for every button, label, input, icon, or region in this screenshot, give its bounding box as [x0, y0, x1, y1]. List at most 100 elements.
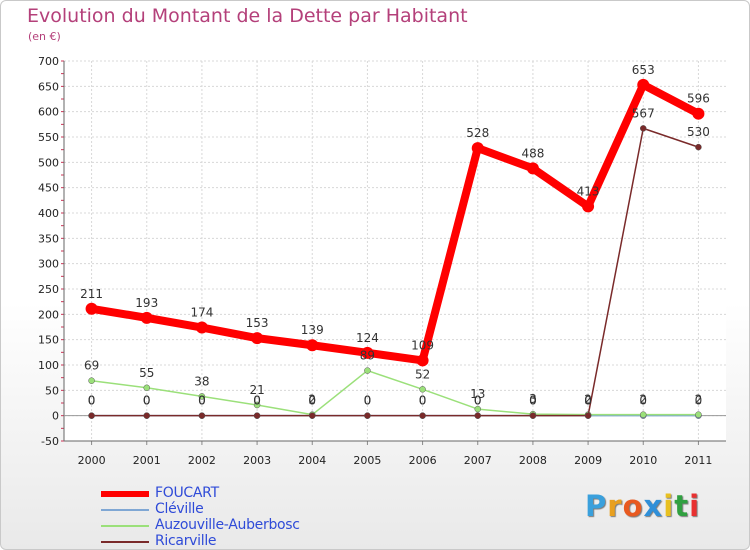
- legend-label: Cléville: [155, 501, 204, 517]
- data-label: 153: [246, 316, 269, 330]
- data-point: [474, 405, 481, 413]
- y-tick-label: -50: [41, 435, 59, 448]
- data-label: 0: [198, 394, 206, 408]
- legend-label: Ricarville: [155, 533, 217, 549]
- data-label: 530: [687, 125, 710, 139]
- data-point: [195, 321, 208, 334]
- data-point: [198, 393, 206, 400]
- data-label: 0: [364, 394, 372, 408]
- data-label: 0: [253, 394, 261, 408]
- x-tick-label: 2007: [464, 454, 492, 467]
- logo-letter: r: [607, 489, 623, 523]
- logo-letter: o: [622, 489, 644, 523]
- data-point: [361, 346, 374, 359]
- data-label: 488: [521, 146, 544, 160]
- data-label: 124: [356, 331, 379, 345]
- data-label: 69: [84, 359, 99, 373]
- data-label: 3: [529, 392, 537, 406]
- data-point: [143, 412, 150, 419]
- chart-title: Evolution du Montant de la Dette par Hab…: [27, 5, 468, 27]
- data-point: [88, 412, 95, 419]
- data-label: 211: [80, 287, 103, 301]
- data-point: [582, 200, 595, 213]
- data-point: [695, 411, 702, 418]
- data-label: 0: [695, 394, 703, 408]
- data-label: 21: [249, 383, 264, 397]
- data-label: 0: [529, 394, 537, 408]
- data-point: [471, 142, 484, 155]
- logo-letter: x: [643, 489, 664, 523]
- y-tick-label: 300: [38, 258, 59, 271]
- data-point: [364, 367, 371, 374]
- data-point: [416, 354, 429, 367]
- data-label: 413: [577, 184, 600, 198]
- plot-background: [64, 61, 726, 441]
- x-tick-label: 2009: [574, 454, 602, 467]
- data-point: [529, 412, 537, 419]
- logo-letter: P: [585, 489, 608, 523]
- logo-letter: i: [689, 489, 701, 523]
- data-label: 2: [308, 393, 316, 407]
- series-line: [90, 127, 700, 417]
- data-point: [253, 401, 261, 409]
- data-label: 0: [474, 394, 482, 408]
- data-label: 0: [584, 394, 592, 408]
- y-tick-label: 550: [38, 131, 59, 144]
- data-label: 0: [88, 394, 96, 408]
- data-point: [143, 384, 150, 392]
- data-point: [640, 125, 647, 132]
- legend-label: FOUCART: [155, 485, 219, 501]
- data-label: 13: [470, 387, 485, 401]
- data-label: 0: [474, 394, 482, 408]
- y-tick-label: 700: [38, 55, 59, 68]
- legend-swatch-cleville: [101, 509, 149, 511]
- y-tick-label: 600: [38, 106, 59, 119]
- data-label: 139: [301, 323, 324, 337]
- data-point: [637, 78, 650, 91]
- data-label: 109: [411, 338, 434, 352]
- data-point: [695, 143, 702, 151]
- data-point: [692, 107, 705, 120]
- data-label: 567: [632, 106, 655, 120]
- data-label: 2: [639, 393, 647, 407]
- data-point: [584, 412, 592, 419]
- y-tick-label: 400: [38, 207, 59, 220]
- data-label: 528: [466, 126, 489, 140]
- x-tick-label: 2005: [353, 454, 381, 467]
- y-tick-label: 250: [38, 283, 59, 296]
- data-label: 89: [360, 349, 375, 363]
- data-label: 193: [135, 296, 158, 310]
- data-label: 0: [364, 394, 372, 408]
- data-point: [306, 339, 319, 352]
- x-tick-label: 2008: [519, 454, 547, 467]
- data-point: [419, 386, 426, 393]
- x-tick-label: 2003: [243, 454, 271, 467]
- data-label: 174: [190, 306, 213, 320]
- unit-label: (en €): [28, 30, 61, 43]
- data-label: 2: [695, 393, 703, 407]
- y-tick-label: 650: [38, 80, 59, 93]
- data-label: 0: [529, 394, 537, 408]
- data-point: [364, 412, 371, 419]
- data-label: 0: [143, 394, 151, 408]
- legend-label: Auzouville-Auberbosc: [155, 517, 300, 533]
- series-line: [87, 80, 703, 365]
- data-label: 0: [308, 394, 316, 408]
- data-point: [419, 412, 426, 419]
- data-point: [253, 412, 261, 419]
- x-tick-label: 2006: [409, 454, 437, 467]
- data-point: [85, 302, 98, 315]
- data-label: 38: [194, 374, 209, 388]
- data-label: 0: [584, 394, 592, 408]
- data-point: [474, 412, 481, 419]
- y-tick-label: 450: [38, 182, 59, 195]
- data-label: 0: [253, 394, 261, 408]
- data-point: [309, 412, 316, 419]
- y-tick-label: 500: [38, 156, 59, 169]
- data-label: 2: [584, 393, 592, 407]
- y-tick-label: 350: [38, 232, 59, 245]
- data-label: 596: [687, 92, 710, 106]
- x-tick-label: 2001: [133, 454, 161, 467]
